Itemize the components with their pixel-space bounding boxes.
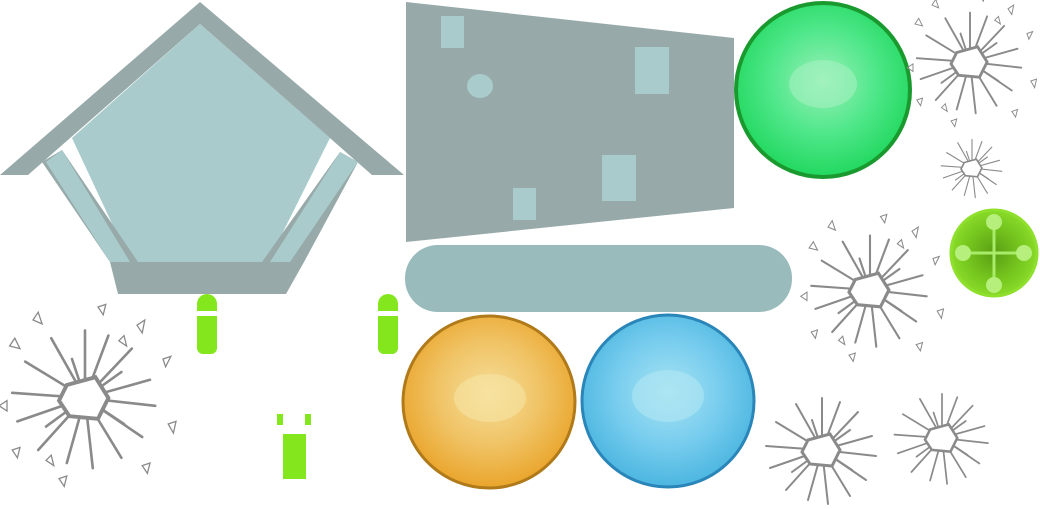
glass-shatter — [940, 138, 1003, 199]
blue-glass-orb — [580, 313, 756, 489]
slate-bar — [405, 245, 792, 312]
pentagon-house-frame — [0, 2, 404, 294]
green-capsule — [197, 294, 217, 354]
slate-panel — [406, 2, 734, 242]
green-glass-orb — [734, 1, 912, 179]
glass-shatter — [906, 0, 1037, 128]
lime-target-orb — [949, 208, 1039, 298]
orange-glass-orb — [401, 314, 577, 490]
glass-shatter — [764, 396, 878, 506]
glass-shatter — [800, 213, 945, 362]
glass-shatter — [0, 303, 177, 488]
green-stand-piece — [277, 414, 311, 479]
glass-shatter — [893, 392, 990, 486]
green-capsule — [378, 294, 398, 354]
